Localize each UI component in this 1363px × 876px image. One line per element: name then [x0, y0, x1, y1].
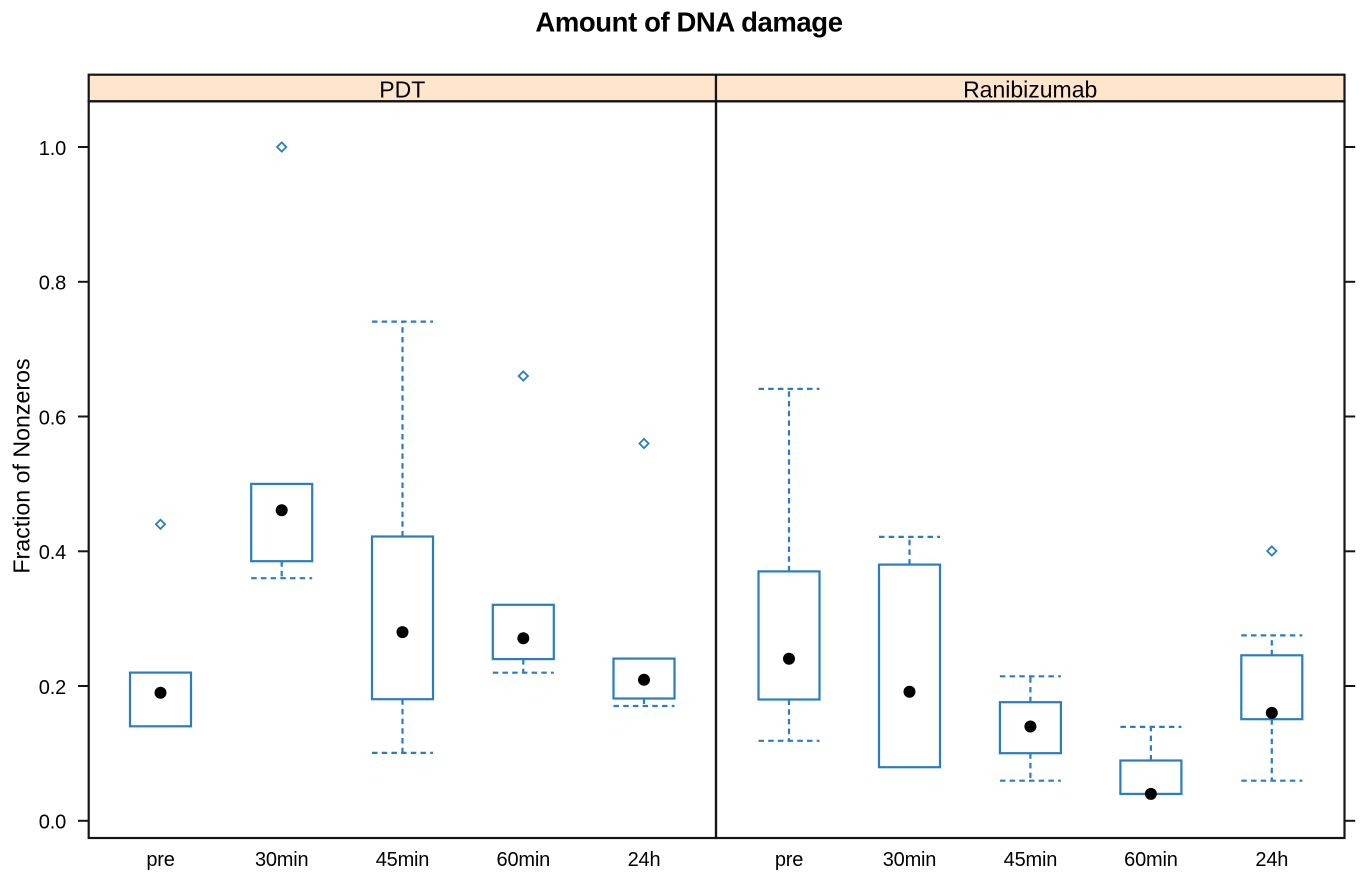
svg-text:0.4: 0.4 [39, 542, 66, 564]
svg-text:60min: 60min [1124, 849, 1177, 871]
svg-text:Fraction of Nonzeros: Fraction of Nonzeros [9, 358, 35, 573]
svg-text:0.8: 0.8 [39, 273, 66, 295]
svg-text:Ranibizumab: Ranibizumab [963, 77, 1097, 103]
svg-text:1.0: 1.0 [39, 138, 66, 160]
svg-text:24h: 24h [628, 849, 661, 871]
svg-text:0.6: 0.6 [39, 407, 66, 429]
svg-text:pre: pre [775, 849, 803, 871]
svg-text:60min: 60min [497, 849, 550, 871]
svg-text:pre: pre [146, 849, 174, 871]
svg-text:Amount of DNA damage: Amount of DNA damage [535, 7, 842, 38]
svg-text:45min: 45min [376, 849, 429, 871]
svg-text:PDT: PDT [379, 77, 425, 103]
svg-text:24h: 24h [1255, 849, 1288, 871]
svg-text:30min: 30min [883, 849, 936, 871]
svg-text:45min: 45min [1004, 849, 1057, 871]
svg-text:30min: 30min [255, 849, 308, 871]
svg-text:0.2: 0.2 [39, 677, 66, 699]
svg-text:0.0: 0.0 [39, 812, 66, 834]
